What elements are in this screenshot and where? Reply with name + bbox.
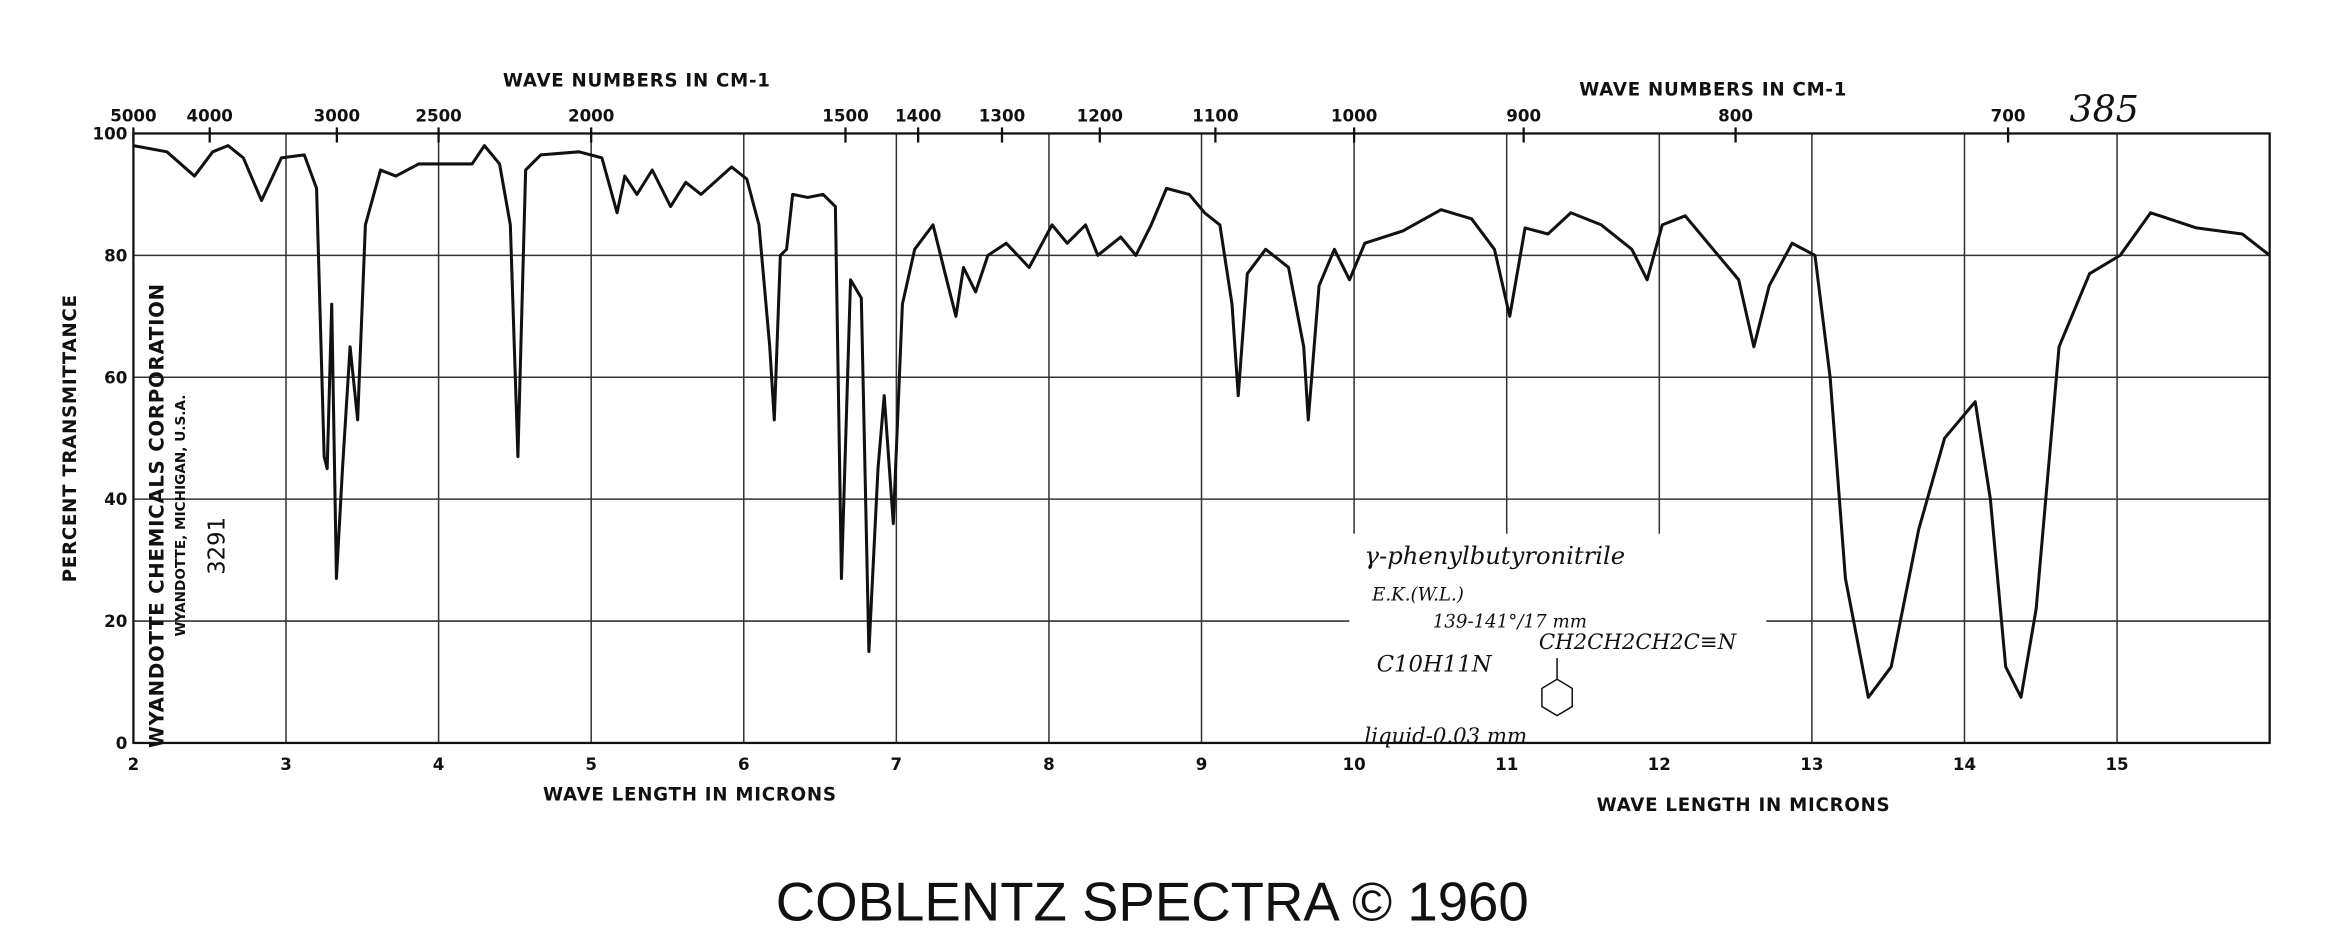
- annotation: γ-phenylbutyronitrile: [1365, 541, 1626, 570]
- benzene-ring: [1541, 678, 1573, 717]
- y-tick-label: 0: [116, 734, 128, 753]
- x2-tick-label: 1400: [895, 106, 941, 125]
- x-tick-label: 6: [738, 755, 750, 774]
- x2-tick-label: 3000: [314, 106, 360, 125]
- catalog-number: 385: [2070, 87, 2139, 130]
- x2-tick-label: 2500: [415, 106, 461, 125]
- source-line: WYANDOTTE, MICHIGAN, U.S.A.: [173, 395, 189, 637]
- plot-frame: [132, 132, 2271, 745]
- x2-tick-label: 700: [1991, 106, 2026, 125]
- source-line: 3291: [204, 517, 230, 575]
- x2-tick-label: 1100: [1192, 106, 1238, 125]
- x-tick-label: 13: [1800, 755, 1823, 774]
- x2-tick-label: 1500: [822, 106, 868, 125]
- y-tick-label: 40: [104, 490, 127, 509]
- x-top-label: WAVE NUMBERS IN CM-1: [503, 70, 771, 91]
- x-tick-label: 11: [1495, 755, 1518, 774]
- y-tick-label: 20: [104, 612, 127, 631]
- y-tick-label: 60: [104, 368, 127, 387]
- x-tick-label: 14: [1953, 755, 1976, 774]
- footer: COBLENTZ SPECTRA © 1960: [776, 871, 1529, 931]
- annotation: C10H11N: [1377, 652, 1493, 678]
- x2-tick-label: 1200: [1077, 106, 1123, 125]
- annotation: 139-141°/17 mm: [1433, 612, 1587, 633]
- x2-tick-label: 900: [1506, 106, 1541, 125]
- x-tick-label: 2: [128, 755, 140, 774]
- y-label: PERCENT TRANSMITTANCE: [60, 294, 81, 582]
- x-tick-label: 5: [585, 755, 597, 774]
- x-top-label: WAVE NUMBERS IN CM-1: [1579, 80, 1847, 101]
- x2-tick-label: 4000: [187, 106, 233, 125]
- x-tick-label: 4: [433, 755, 445, 774]
- x-label: WAVE LENGTH IN MICRONS: [543, 785, 837, 806]
- source-line: WYANDOTTE CHEMICALS CORPORATION: [146, 283, 169, 748]
- spectrum-line: [133, 144, 2271, 699]
- x2-tick-label: 1300: [979, 106, 1025, 125]
- annotation-box: [1349, 533, 1767, 759]
- x2-tick-label: 1000: [1331, 106, 1377, 125]
- x2-tick-label: 5000: [110, 106, 156, 125]
- x-tick-label: 10: [1343, 755, 1366, 774]
- x-tick-label: 12: [1648, 755, 1671, 774]
- x-tick-label: 3: [280, 755, 292, 774]
- x-label: WAVE LENGTH IN MICRONS: [1597, 795, 1891, 816]
- annotation: E.K.(W.L.): [1371, 584, 1464, 605]
- y-tick-label: 100: [93, 125, 128, 144]
- x-tick-label: 15: [2105, 755, 2128, 774]
- x2-tick-label: 2000: [568, 106, 614, 125]
- x-tick-label: 7: [891, 755, 903, 774]
- x-tick-label: 8: [1043, 755, 1055, 774]
- annotation: liquid-0.03 mm: [1365, 724, 1528, 749]
- x-tick-label: 9: [1196, 755, 1208, 774]
- y-tick-label: 80: [104, 246, 127, 265]
- annotation: CH2CH2CH2C≡N: [1539, 630, 1738, 655]
- x2-tick-label: 800: [1718, 106, 1753, 125]
